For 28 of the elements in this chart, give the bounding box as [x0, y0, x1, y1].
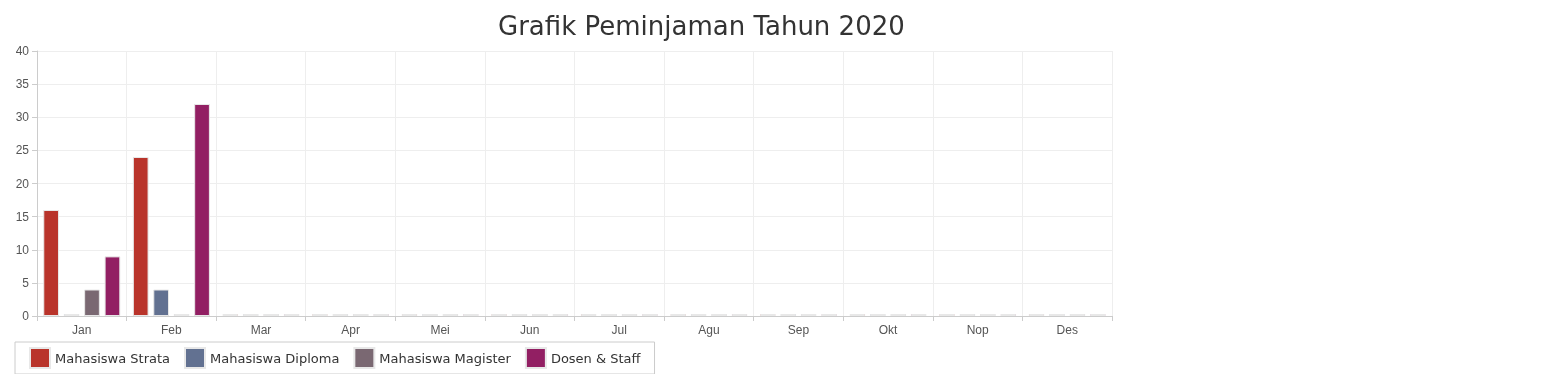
x-tick-label: Okt [878, 323, 899, 337]
bar [84, 289, 100, 316]
y-tick-label: 40 [15, 44, 30, 58]
x-tick-label: Mei [430, 323, 450, 337]
y-tick-label: 0 [22, 309, 30, 323]
y-tick-label: 5 [22, 275, 30, 290]
x-tick-label: Nop [966, 323, 989, 337]
x-tick-label: Jun [520, 323, 540, 337]
x-tick-label: Des [1056, 323, 1078, 337]
x-tick-label: Sep [787, 323, 810, 337]
legend-label: Mahasiswa Diploma [210, 350, 340, 366]
y-tick-label: 30 [15, 110, 30, 125]
x-tick-label: Jan [72, 323, 92, 337]
y-tick-label: 15 [15, 209, 30, 224]
legend-label: Dosen & Staff [550, 350, 642, 366]
x-tick-label: Feb [161, 323, 183, 337]
y-tick-label: 10 [15, 242, 30, 257]
bar [153, 289, 170, 316]
x-tick-label: Mar [250, 323, 272, 337]
y-tick-label: 25 [15, 143, 30, 158]
legend-label: Mahasiswa Magister [379, 350, 512, 366]
y-tick-label: 20 [15, 176, 30, 191]
y-tick-label: 35 [15, 77, 30, 92]
chart-title: Grafik Peminjaman Tahun 2020 [498, 11, 905, 41]
x-tick-label: Agu [698, 323, 720, 337]
x-tick-label: Jul [611, 323, 627, 337]
legend-label: Mahasiswa Strata [55, 350, 171, 366]
x-tick-label: Apr [341, 323, 360, 337]
